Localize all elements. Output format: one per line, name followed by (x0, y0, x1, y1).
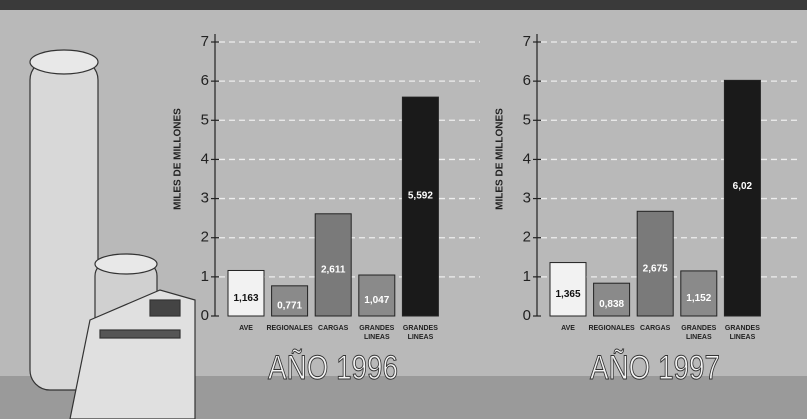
chart-title: AÑO 1996 (268, 349, 398, 387)
chart-title: AÑO 1997 (590, 349, 720, 387)
x-tick-label: GRANDES LINEAS (725, 325, 760, 341)
bar (314, 213, 352, 317)
value-label: 1,365 (555, 289, 580, 300)
value-label: 0,771 (277, 301, 302, 312)
bar (636, 210, 674, 317)
bar (358, 274, 396, 317)
x-tick-label: REGIONALES (588, 325, 635, 332)
y-tick-label: 1 (523, 268, 531, 285)
y-tick-label: 3 (201, 190, 209, 207)
x-tick-label: GRANDES LINEAS (681, 325, 716, 341)
bar (401, 96, 439, 317)
x-tick-label: AVE (561, 325, 575, 332)
value-label: 1,047 (364, 295, 389, 306)
y-axis-label: MILES DE MILLONES (495, 108, 506, 210)
value-label: 0,838 (599, 299, 624, 310)
value-label: 6,02 (733, 181, 753, 192)
y-tick-label: 1 (201, 268, 209, 285)
x-tick-label: REGIONALES (266, 325, 313, 332)
y-tick-label: 4 (523, 150, 531, 167)
y-tick-label: 6 (523, 72, 531, 89)
value-label: 1,163 (233, 293, 258, 304)
value-label: 1,152 (686, 293, 711, 304)
bar (227, 269, 265, 317)
bar (593, 282, 631, 317)
bar (549, 262, 587, 317)
x-tick-label: GRANDES LINEAS (403, 325, 438, 341)
y-tick-label: 5 (201, 111, 209, 128)
bar (680, 270, 718, 317)
x-tick-label: AVE (239, 325, 253, 332)
x-tick-label: GRANDES LINEAS (359, 325, 394, 341)
y-tick-label: 0 (201, 307, 209, 324)
x-tick-label: CARGAS (640, 325, 671, 332)
x-tick-label: CARGAS (318, 325, 349, 332)
y-axis-label: MILES DE MILLONES (173, 108, 184, 210)
bar (723, 79, 761, 317)
value-label: 2,611 (321, 265, 346, 276)
y-tick-label: 4 (201, 150, 209, 167)
bar (271, 285, 309, 317)
y-tick-label: 3 (523, 190, 531, 207)
y-tick-label: 2 (201, 229, 209, 246)
value-label: 2,675 (643, 263, 668, 274)
y-tick-label: 7 (523, 33, 531, 50)
y-tick-label: 6 (201, 72, 209, 89)
y-tick-label: 0 (523, 307, 531, 324)
header-strip (0, 0, 807, 10)
value-label: 5,592 (408, 190, 433, 201)
y-tick-label: 2 (523, 229, 531, 246)
y-tick-label: 5 (523, 111, 531, 128)
y-tick-label: 7 (201, 33, 209, 50)
coin-stack-illustration (29, 49, 196, 419)
